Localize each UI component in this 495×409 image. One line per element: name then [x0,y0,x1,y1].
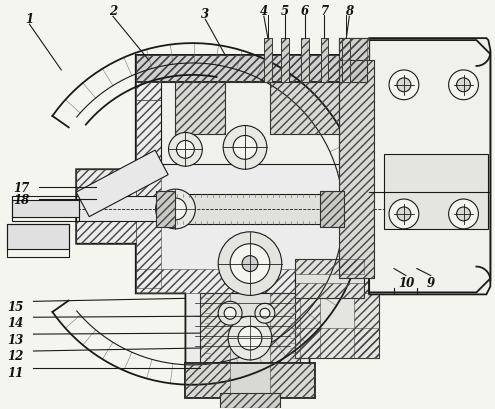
Circle shape [260,308,270,319]
Circle shape [397,79,411,92]
Polygon shape [160,195,439,224]
Circle shape [238,326,262,350]
Circle shape [177,141,195,159]
Polygon shape [220,393,280,408]
Polygon shape [155,192,176,227]
Text: 4: 4 [260,5,268,18]
Polygon shape [384,155,489,229]
Circle shape [168,133,202,167]
Circle shape [389,200,419,229]
Circle shape [218,232,282,296]
Circle shape [164,198,187,220]
Circle shape [218,301,242,326]
Polygon shape [176,83,225,135]
Text: 3: 3 [201,8,209,21]
Polygon shape [76,56,458,378]
Polygon shape [340,61,374,279]
Circle shape [456,79,470,92]
Text: 15: 15 [7,300,24,313]
Polygon shape [76,151,168,217]
Polygon shape [186,363,314,398]
Polygon shape [369,41,491,293]
Polygon shape [295,259,364,299]
Text: 12: 12 [7,350,24,362]
Text: 11: 11 [7,366,24,380]
Circle shape [255,303,275,324]
Circle shape [242,256,258,272]
Circle shape [230,244,270,284]
Circle shape [448,71,479,101]
Circle shape [456,207,470,221]
Polygon shape [320,39,329,83]
Polygon shape [136,56,364,83]
Polygon shape [369,39,491,294]
Text: 14: 14 [7,316,24,329]
Polygon shape [281,39,289,83]
Circle shape [224,308,236,319]
Text: 6: 6 [300,5,309,18]
Circle shape [397,207,411,221]
Text: 8: 8 [345,5,353,18]
Circle shape [233,136,257,160]
Text: 7: 7 [320,5,329,18]
Polygon shape [200,294,299,383]
Text: 17: 17 [13,181,30,194]
Text: 10: 10 [398,276,414,289]
Circle shape [155,190,196,229]
Polygon shape [340,39,369,61]
Polygon shape [76,197,340,221]
Polygon shape [11,200,79,217]
Circle shape [228,317,272,360]
Polygon shape [300,39,308,83]
Polygon shape [270,83,340,135]
Text: 18: 18 [13,193,30,206]
Polygon shape [6,224,69,249]
Polygon shape [319,192,345,227]
Text: 5: 5 [281,5,289,18]
Polygon shape [295,269,379,358]
Text: 1: 1 [25,13,34,26]
Circle shape [223,126,267,170]
Polygon shape [264,39,272,83]
Polygon shape [340,39,367,83]
Text: 13: 13 [7,333,24,346]
Text: 2: 2 [109,5,117,18]
Polygon shape [160,83,340,165]
Text: 9: 9 [427,276,435,289]
Polygon shape [343,39,350,83]
Circle shape [448,200,479,229]
Circle shape [389,71,419,101]
